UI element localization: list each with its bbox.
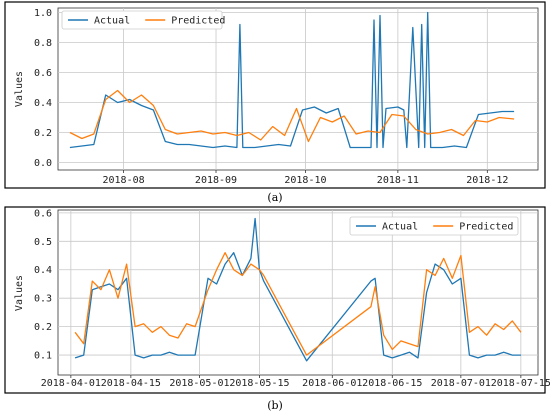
legend-label-predicted: Predicted [459,222,513,233]
panel-b-plot-area [57,209,539,376]
y-tick-label: 0.6 [34,208,52,219]
x-tick-label: 2018-05-15 [229,378,289,389]
panel-a-caption: (a) [267,191,282,204]
y-tick-label: 0.1 [34,351,52,362]
x-tick-label: 2018-11 [377,175,419,186]
y-tick-label: 0.2 [34,128,52,139]
x-tick-label: 2018-07-15 [491,378,550,389]
legend-label-predicted: Predicted [171,16,225,27]
legend-label-actual: Actual [94,16,130,27]
x-tick-label: 2018-04-15 [101,378,161,389]
x-tick-label: 2018-05-01 [169,378,229,389]
x-tick-label: 2018-09 [195,175,237,186]
y-tick-label: 0.0 [34,158,52,169]
panel-b-ticks: 2018-04-01 2018-04-15 2018-05-01 2018-05-15… [34,208,550,389]
y-tick-label: 0.6 [34,68,52,79]
y-tick-label: 0.5 [34,237,52,248]
x-tick-label: 2018-10 [284,175,326,186]
panel-b: 2018-04-01 2018-04-15 2018-05-01 2018-05-15… [4,206,550,394]
y-tick-label: 1.0 [34,8,52,19]
panel-b-legend: Actual Predicted [349,216,519,236]
legend-label-actual: Actual [382,222,418,233]
panel-a: 2018-08 2018-09 2018-10 2018-11 2018-12 0.0 0.… [4,1,546,189]
x-tick-label: 2018-08 [103,175,145,186]
panel-a-legend: Actual Predicted [61,10,225,30]
panel-b-frame [4,206,546,394]
panel-a-grid [58,8,538,170]
x-tick-label: 2018-06-15 [362,378,422,389]
panel-a-plot-area [57,7,539,171]
x-tick-label: 2018-04-01 [41,378,101,389]
panel-b-grid [58,210,538,375]
y-tick-label: 0.8 [34,38,52,49]
panel-a-series [69,11,515,149]
panel-a-frame [4,1,546,189]
y-tick-label: 0.3 [34,294,52,305]
x-tick-label: 2018-12 [466,175,508,186]
series-line-actual [74,217,521,362]
x-tick-label: 2018-07-01 [431,378,491,389]
panel-b-y-axis-label: Values [14,275,25,311]
legend-box [61,10,223,30]
panel-a-y-axis-label: Values [14,71,25,107]
y-tick-label: 0.4 [34,265,52,276]
series-line-actual [69,11,515,149]
panel-b-caption: (b) [267,399,283,412]
x-tick-label: 2018-06-01 [302,378,362,389]
y-tick-label: 0.2 [34,322,52,333]
series-line-predicted [74,252,522,356]
y-tick-label: 0.4 [34,98,52,109]
panel-a-ticks: 2018-08 2018-09 2018-10 2018-11 2018-12 0.0 0.… [34,8,508,186]
panel-b-series [74,217,522,362]
series-line-predicted [69,89,515,143]
